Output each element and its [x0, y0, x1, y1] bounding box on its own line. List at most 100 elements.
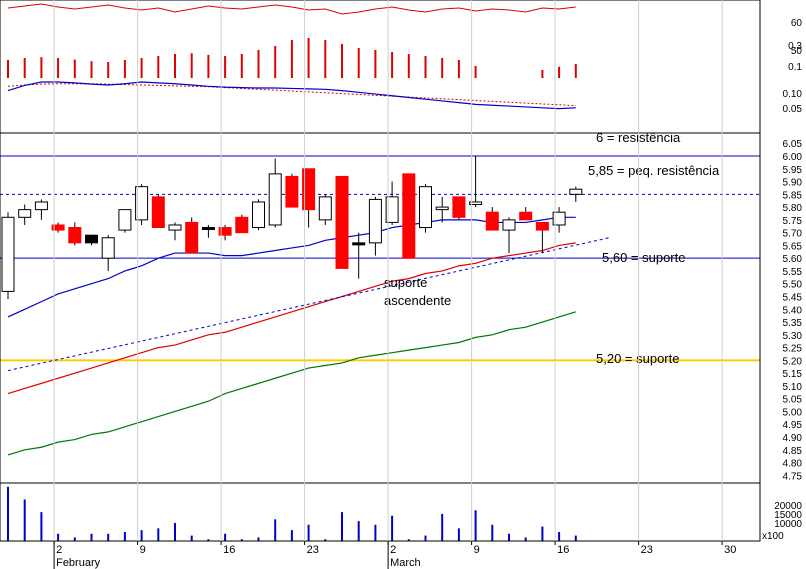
- month-label: March: [390, 557, 421, 569]
- x-tick-label: 23: [307, 544, 319, 556]
- price-tick-label: 4.95: [783, 420, 803, 431]
- x-tick-label: 23: [641, 544, 653, 556]
- price-tick-label: 4.75: [783, 471, 803, 482]
- price-tick-label: 4.85: [783, 446, 803, 457]
- candle-body: [368, 198, 382, 244]
- candle-body: [135, 186, 149, 221]
- candle-body: [185, 221, 199, 254]
- price-tick-label: 5.50: [783, 280, 803, 291]
- candle-body: [335, 175, 349, 269]
- candle-body: [201, 227, 215, 231]
- candle-body: [51, 224, 65, 231]
- osc-tick-label: 0.1: [788, 62, 802, 73]
- price-tick-label: 5.45: [783, 293, 803, 304]
- candle-body: [352, 242, 366, 246]
- volume-unit-label: x100: [762, 531, 784, 542]
- price-tick-label: 4.80: [783, 459, 803, 470]
- candle-body: [285, 175, 299, 208]
- plot-frame: [0, 0, 761, 542]
- candle-body: [302, 168, 316, 211]
- price-tick-label: 5.95: [783, 165, 803, 176]
- price-tick-label: 5.90: [783, 178, 803, 189]
- candle-body: [435, 206, 449, 211]
- candle-body: [118, 209, 132, 231]
- volume-tick-label: 10000: [774, 519, 802, 530]
- candle-body: [85, 234, 98, 244]
- osc-tick-label: 60: [791, 18, 803, 29]
- osc-tick-label: 0.05: [783, 104, 803, 115]
- candle-body: [469, 201, 483, 206]
- candle-body: [235, 216, 249, 234]
- price-tick-label: 5.25: [783, 344, 803, 355]
- signal-line: [7, 83, 576, 107]
- price-tick-label: 5.20: [783, 356, 803, 367]
- indicator-line: [7, 81, 576, 110]
- volume-tick-label: 15000: [774, 510, 802, 521]
- candle-body: [519, 211, 533, 221]
- price-tick-label: 5.70: [783, 229, 803, 240]
- x-tick-label: 2: [56, 544, 62, 556]
- axes: 2 9 16 23 2 9 16 23 30 February March: [0, 0, 761, 569]
- candle-body: [101, 237, 115, 259]
- moving-average: [7, 216, 576, 318]
- candle-body: [502, 219, 516, 231]
- price-tick-label: 5.85: [783, 190, 803, 201]
- candle-body: [252, 201, 265, 229]
- chart-annotation: 5,60 = suporte: [602, 250, 685, 265]
- candle-body: [452, 196, 466, 218]
- candle-body: [385, 196, 399, 223]
- chart-annotation: 5,85 = peq. resistência: [588, 163, 720, 178]
- x-tick-label: 16: [557, 544, 569, 556]
- moving-average: [7, 242, 576, 395]
- candle-body: [168, 224, 182, 231]
- price-tick-label: 5.00: [783, 407, 803, 418]
- candle-body: [318, 196, 332, 221]
- price-tick-label: 5.75: [783, 216, 803, 227]
- price-tick-label: 5.40: [783, 305, 803, 316]
- candle-body: [569, 188, 583, 195]
- price-tick-label: 6.05: [783, 139, 803, 150]
- price-tick-label: 5.15: [783, 369, 803, 380]
- candle-body: [552, 211, 566, 226]
- price-tick-label: 5.60: [783, 254, 803, 265]
- price-panel: 6.05 6.00 5.95 5.905.85 5.80 5.75 5.705.65 5.60…: [0, 130, 802, 482]
- volume-tick-label: 20000: [774, 501, 802, 512]
- oscillator-line: [7, 3, 576, 15]
- candle-body: [485, 211, 499, 231]
- candle-body: [535, 221, 549, 231]
- price-tick-label: 5.10: [783, 382, 803, 393]
- price-tick-label: 5.65: [783, 241, 803, 252]
- moving-average: [7, 311, 576, 456]
- x-tick-label: 9: [140, 544, 146, 556]
- candle-body: [151, 196, 165, 229]
- chart-annotation: ascendente: [384, 293, 451, 308]
- candle-body: [1, 216, 15, 292]
- oscillator-panel: 60 500.3 0.1 0.10 0.05: [7, 3, 803, 115]
- candle-body: [268, 173, 282, 226]
- osc-tick-label: 0.3: [788, 41, 802, 52]
- price-tick-label: 5.35: [783, 318, 803, 329]
- candle-body: [218, 227, 232, 236]
- x-tick-label: 9: [474, 544, 480, 556]
- trendline: [7, 237, 610, 372]
- price-tick-label: 5.55: [783, 267, 803, 278]
- price-tick-label: 5.80: [783, 203, 803, 214]
- candle-body: [34, 201, 48, 211]
- x-tick-label: 2: [390, 544, 396, 556]
- chart-annotation: 5,20 = suporte: [596, 351, 679, 366]
- candle-body: [68, 227, 82, 244]
- candle-body: [402, 173, 416, 259]
- price-tick-label: 4.90: [783, 433, 803, 444]
- osc-tick-label: 0.10: [783, 89, 803, 100]
- price-tick-label: 6.00: [783, 152, 803, 163]
- price-tick-label: 5.05: [783, 395, 803, 406]
- chart-annotation: suporte: [384, 275, 427, 290]
- month-label: February: [56, 557, 101, 569]
- x-tick-label: 30: [724, 544, 736, 556]
- candle-body: [18, 209, 32, 218]
- price-tick-label: 5.30: [783, 331, 803, 342]
- x-tick-label: 16: [223, 544, 235, 556]
- osc-tick-label: 50: [791, 46, 803, 57]
